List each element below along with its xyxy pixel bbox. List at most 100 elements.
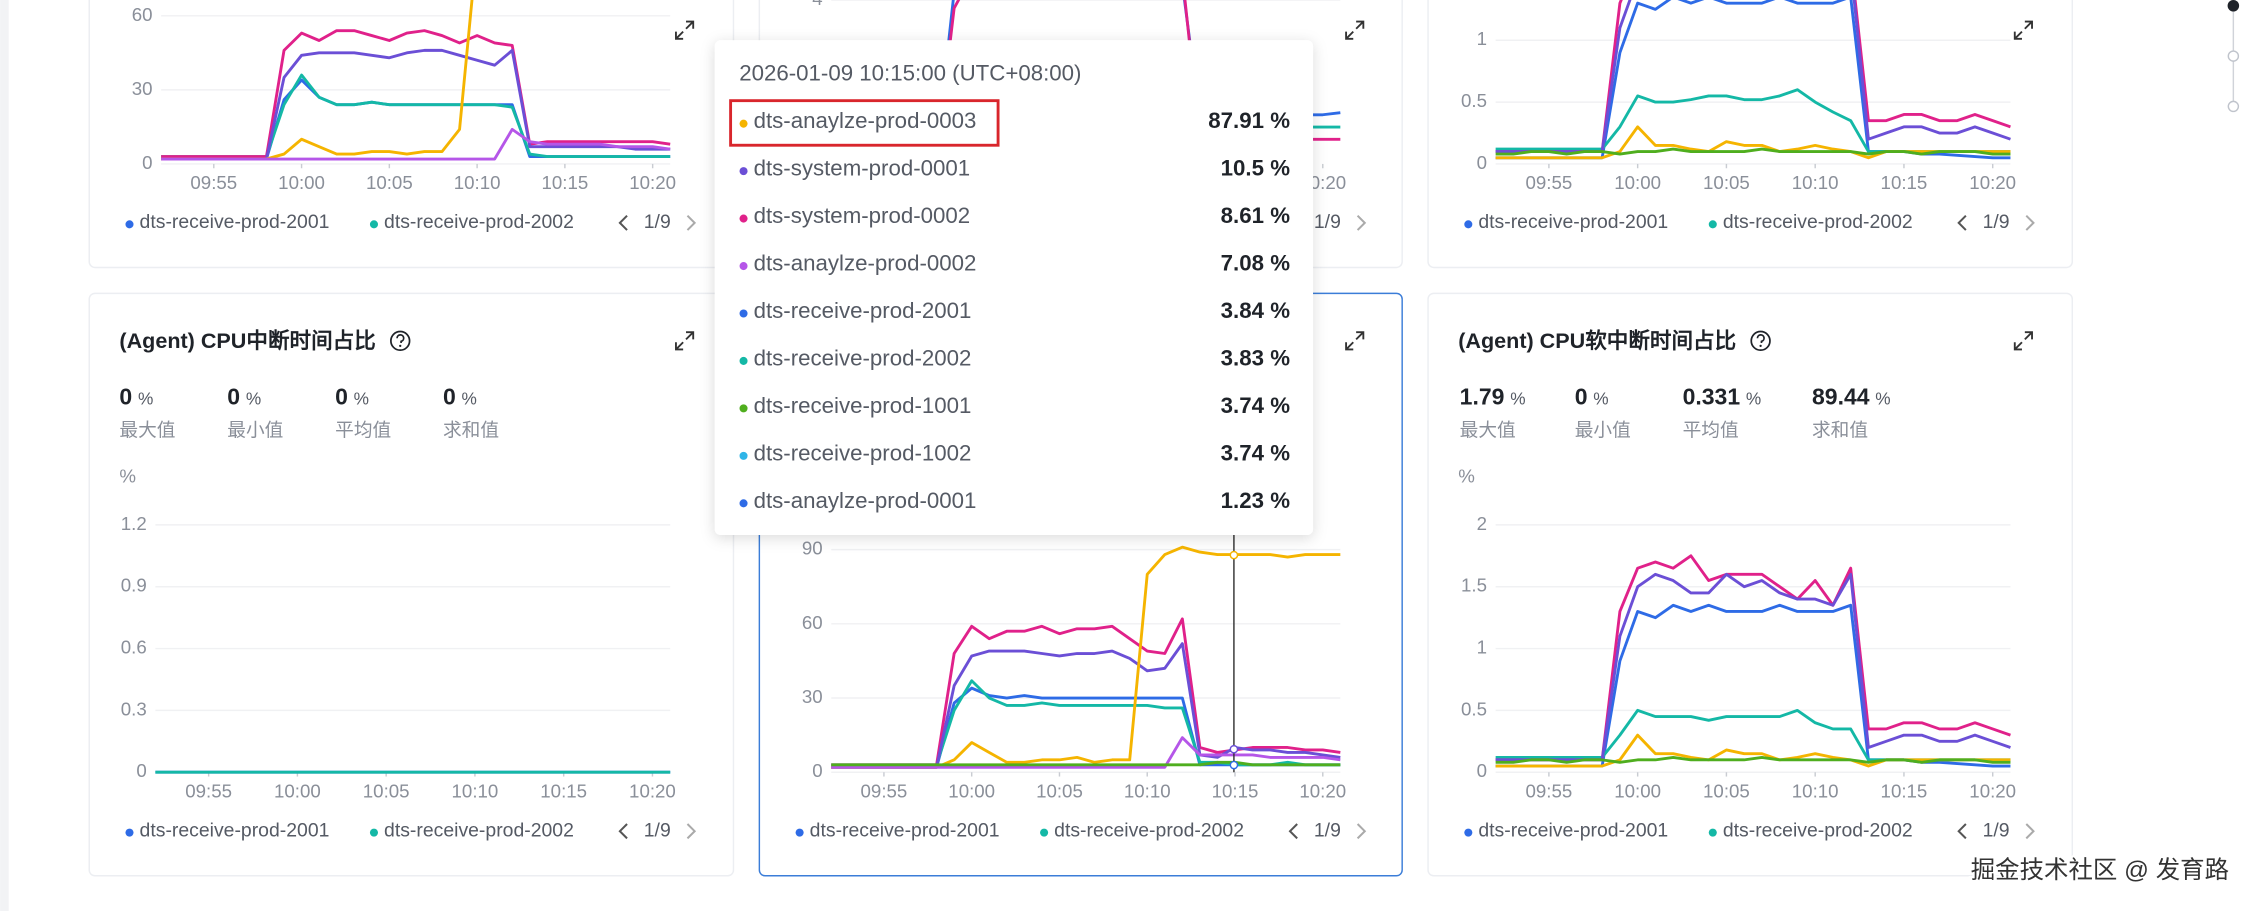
help-circle bbox=[390, 330, 411, 352]
legend-label[interactable]: dts-receive-prod-2002 bbox=[1723, 211, 1913, 233]
pager-next[interactable] bbox=[686, 214, 697, 231]
expand-icon[interactable] bbox=[675, 20, 695, 40]
y-tick-label: 1 bbox=[1477, 28, 1487, 49]
y-tick-label: 90 bbox=[802, 538, 823, 559]
legend-label[interactable]: dts-receive-prod-2001 bbox=[1478, 819, 1668, 841]
expand-icon[interactable] bbox=[675, 331, 695, 351]
legend-label[interactable]: dts-receive-prod-2002 bbox=[384, 211, 574, 233]
stat-unit: % bbox=[1510, 388, 1525, 408]
y-tick-label: 30 bbox=[802, 686, 823, 707]
pager-next[interactable] bbox=[1356, 823, 1367, 840]
pager-next[interactable] bbox=[2025, 823, 2035, 840]
series-line bbox=[1495, 147, 2011, 156]
x-tick-label: 09:55 bbox=[1526, 780, 1573, 801]
x-tick-label: 10:15 bbox=[1881, 172, 1928, 193]
tooltip-name: dts-receive-prod-2001 bbox=[754, 298, 972, 323]
series-line bbox=[1495, 755, 2011, 764]
watermark: 掘金技术社区 @ 发育路 bbox=[1971, 856, 2229, 884]
x-tick-label: 10:15 bbox=[1881, 780, 1928, 801]
pager-prev[interactable] bbox=[618, 823, 628, 840]
pager-prev[interactable] bbox=[1957, 823, 1967, 840]
tooltip-dot bbox=[739, 119, 748, 128]
y-tick-label: 2 bbox=[1477, 513, 1487, 534]
scroll-dot[interactable] bbox=[2227, 100, 2240, 113]
pager-text: 1/9 bbox=[644, 819, 671, 841]
x-tick-label: 10:20 bbox=[629, 172, 676, 193]
series-line bbox=[831, 760, 1341, 767]
series-line bbox=[161, 127, 671, 161]
x-tick-label: 10:00 bbox=[278, 172, 325, 193]
pager-prev[interactable] bbox=[1957, 214, 1967, 231]
x-tick-label: 10:10 bbox=[1792, 780, 1839, 801]
tooltip-value: 3.83 % bbox=[1221, 345, 1291, 370]
x-tick-label: 10:10 bbox=[1792, 172, 1839, 193]
crosshair-dot bbox=[1229, 744, 1239, 754]
crosshair-dot bbox=[1229, 550, 1239, 560]
stat-value: 0 bbox=[1575, 383, 1588, 409]
help-glyph bbox=[1756, 334, 1765, 343]
legend-label[interactable]: dts-receive-prod-2001 bbox=[810, 819, 1000, 841]
legend-label[interactable]: dts-receive-prod-2001 bbox=[140, 819, 330, 841]
stat-label: 最小值 bbox=[227, 419, 283, 440]
tooltip-value: 3.74 % bbox=[1221, 440, 1291, 465]
y-tick-label: 4 bbox=[812, 0, 822, 9]
legend-label[interactable]: dts-receive-prod-2002 bbox=[1054, 819, 1244, 841]
stat-value: 0 bbox=[119, 383, 132, 409]
legend-label[interactable]: dts-receive-prod-2001 bbox=[1478, 211, 1668, 233]
expand-icon[interactable] bbox=[1345, 331, 1365, 351]
pager-prev[interactable] bbox=[1288, 823, 1298, 840]
legend-dot bbox=[125, 220, 134, 229]
x-tick-label: 10:05 bbox=[366, 172, 413, 193]
expand-icon[interactable] bbox=[2013, 331, 2033, 351]
tooltip-dot bbox=[739, 404, 748, 413]
pager-prev[interactable] bbox=[618, 214, 628, 231]
stat-label: 平均值 bbox=[335, 419, 391, 440]
panel: (Agent) CPU软中断时间占比 1.79 % 最大值 0 % 最小值 0.331 % 平均值… bbox=[1427, 292, 2074, 877]
expand-icon[interactable] bbox=[2013, 20, 2033, 40]
expand-icon[interactable] bbox=[1345, 20, 1365, 40]
y-tick-label: 0.9 bbox=[121, 575, 147, 596]
pager-next[interactable] bbox=[686, 823, 697, 840]
legend-dot bbox=[1464, 828, 1473, 837]
tooltip-name: dts-receive-prod-1001 bbox=[754, 393, 972, 418]
help-icon[interactable] bbox=[1750, 330, 1771, 352]
stat-unit: % bbox=[138, 388, 153, 408]
legend-label[interactable]: dts-receive-prod-2002 bbox=[384, 819, 574, 841]
legend-dot bbox=[369, 220, 378, 229]
scroll-dot[interactable] bbox=[2227, 50, 2240, 62]
pager-text: 1/9 bbox=[1314, 211, 1341, 233]
expand-glyph bbox=[1345, 20, 1365, 40]
help-icon[interactable] bbox=[390, 330, 411, 352]
tooltip-dot bbox=[739, 309, 748, 318]
tooltip: 2026-01-09 10:15:00 (UTC+08:00) dts-anay… bbox=[714, 40, 1314, 535]
x-tick-label: 10:10 bbox=[454, 172, 501, 193]
x-tick-label: 10:20 bbox=[1969, 172, 2016, 193]
stat-label: 求和值 bbox=[1812, 419, 1868, 440]
x-tick-label: 10:15 bbox=[1212, 780, 1259, 801]
stat-value: 89.44 bbox=[1812, 383, 1870, 409]
x-tick-label: 10:20 bbox=[1299, 780, 1346, 801]
legend-label[interactable]: dts-receive-prod-2002 bbox=[1723, 819, 1913, 841]
x-tick-label: 10:05 bbox=[1036, 780, 1083, 801]
pager-text: 1/9 bbox=[1314, 819, 1341, 841]
stat-unit: % bbox=[1746, 388, 1761, 408]
y-tick-label: 0.5 bbox=[1461, 698, 1487, 719]
tooltip-value: 8.61 % bbox=[1221, 203, 1291, 228]
pager-next[interactable] bbox=[2025, 214, 2035, 231]
legend-label[interactable]: dts-receive-prod-2001 bbox=[140, 211, 330, 233]
panel-title: (Agent) CPU中断时间占比 bbox=[119, 328, 375, 353]
stat-value: 1.79 bbox=[1460, 383, 1505, 409]
y-unit: % bbox=[119, 465, 136, 486]
x-tick-label: 10:00 bbox=[274, 780, 321, 801]
pager-next[interactable] bbox=[1356, 214, 1367, 231]
crosshair-dot bbox=[1229, 760, 1239, 770]
tooltip-dot bbox=[739, 214, 748, 223]
help-circle bbox=[1750, 330, 1771, 352]
panel-title: (Agent) CPU软中断时间占比 bbox=[1458, 328, 1736, 353]
scroll-dot[interactable] bbox=[2227, 0, 2240, 12]
expand-glyph bbox=[1345, 331, 1365, 351]
stat-label: 平均值 bbox=[1683, 419, 1739, 440]
stat-value: 0 bbox=[443, 383, 456, 409]
highlight-box bbox=[729, 99, 1000, 147]
stat-label: 最大值 bbox=[119, 419, 175, 440]
